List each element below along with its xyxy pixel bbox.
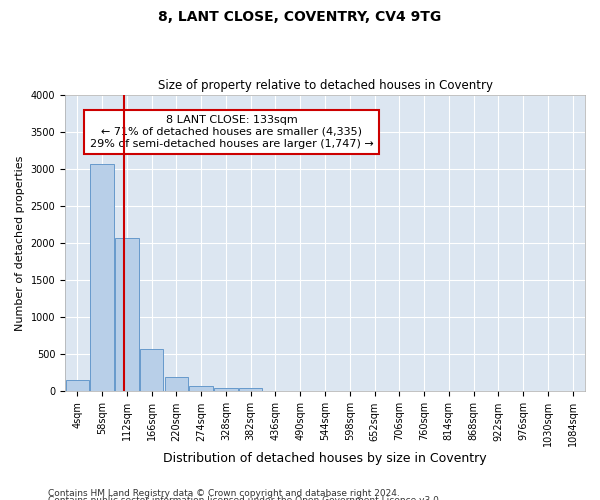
Bar — [190, 386, 213, 392]
X-axis label: Distribution of detached houses by size in Coventry: Distribution of detached houses by size … — [163, 452, 487, 465]
Text: Contains public sector information licensed under the Open Government Licence v3: Contains public sector information licen… — [48, 496, 442, 500]
Text: 8, LANT CLOSE, COVENTRY, CV4 9TG: 8, LANT CLOSE, COVENTRY, CV4 9TG — [158, 10, 442, 24]
Bar — [115, 238, 139, 392]
Text: Contains HM Land Registry data © Crown copyright and database right 2024.: Contains HM Land Registry data © Crown c… — [48, 488, 400, 498]
Bar — [65, 380, 89, 392]
Text: 8 LANT CLOSE: 133sqm
← 71% of detached houses are smaller (4,335)
29% of semi-de: 8 LANT CLOSE: 133sqm ← 71% of detached h… — [89, 116, 373, 148]
Bar — [239, 388, 262, 392]
Bar — [140, 349, 163, 392]
Bar — [164, 376, 188, 392]
Bar — [91, 164, 114, 392]
Bar — [214, 388, 238, 392]
Y-axis label: Number of detached properties: Number of detached properties — [15, 156, 25, 330]
Title: Size of property relative to detached houses in Coventry: Size of property relative to detached ho… — [158, 79, 493, 92]
